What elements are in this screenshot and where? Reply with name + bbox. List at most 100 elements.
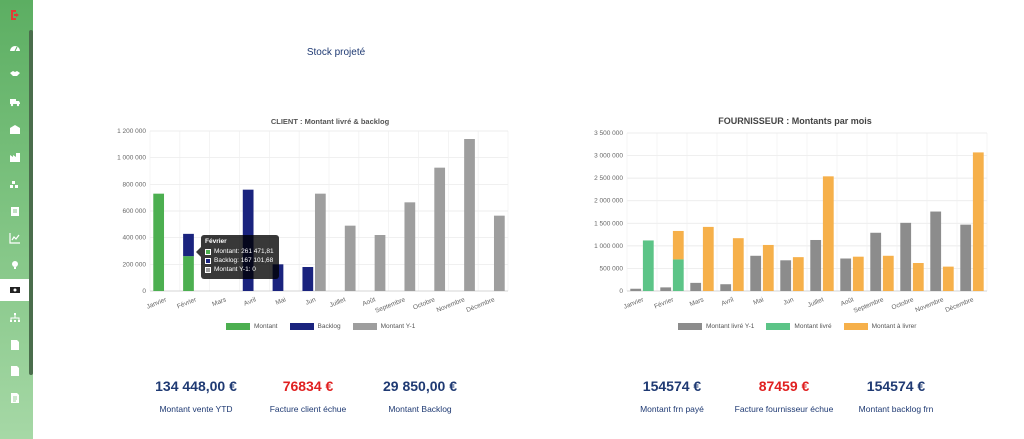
bar-montant-livr-y-1-8[interactable] <box>870 232 882 291</box>
bar-montant-livr-y-1-4[interactable] <box>750 255 762 291</box>
kpi-facture-client-value: 76834 € <box>282 378 334 394</box>
legend-swatch <box>766 323 791 330</box>
bar-montant-livrer-4[interactable] <box>762 244 774 291</box>
kpi-facture-fournisseur: 87459 € Facture fournisseur échue <box>714 378 854 414</box>
bar-montant-livr-y-1-1[interactable] <box>660 287 672 291</box>
tooltip-row-montant: Montant: 261 471,81 <box>205 247 275 256</box>
bar-backlog-1[interactable] <box>183 233 194 257</box>
legend-item-montant-y-1[interactable]: Montant Y-1 <box>352 323 416 330</box>
sidebar-item-warehouse[interactable] <box>0 118 29 140</box>
bar-montant-livrer-10[interactable] <box>942 266 954 291</box>
bar-montant-livrer-3[interactable] <box>732 238 744 291</box>
y-tick-label: 1 500 000 <box>594 220 623 227</box>
bar-montant-livr-y-1-9[interactable] <box>900 222 912 291</box>
bar-montant-livrer-9[interactable] <box>912 263 924 291</box>
legend-item-backlog[interactable]: Backlog <box>289 323 341 330</box>
x-tick-label: Mars <box>689 296 706 308</box>
sidebar-item-handshake[interactable] <box>0 63 29 85</box>
sidebar-item-file[interactable] <box>0 360 29 382</box>
x-tick-label: Février <box>176 296 198 310</box>
bar-montant-livr--1[interactable] <box>672 259 684 291</box>
kpi-frn-paye-label: Montant frn payé <box>640 404 704 414</box>
fournisseur-chart: 0 500 000 1 000 000 1 500 000 2 000 000 2 500… <box>594 130 988 315</box>
logout-icon <box>10 10 19 20</box>
y-tick-label: 3 000 000 <box>594 153 623 160</box>
legend-item-montant-livrer[interactable]: Montant à livrer <box>843 323 916 330</box>
bar-montant-livrer-11[interactable] <box>972 152 984 291</box>
x-tick-label: Février <box>653 296 675 310</box>
kpi-facture-fournisseur-value: 87459 € <box>758 378 810 394</box>
legend-swatch <box>226 323 250 330</box>
bar-montant-y-1-10[interactable] <box>464 139 475 291</box>
bar-montant-livr-y-1-11[interactable] <box>960 224 972 291</box>
sidebar-item-money[interactable] <box>0 279 29 301</box>
tooltip-montant: Montant: 261 471,81 <box>214 248 274 255</box>
kpi-frn-paye-value: 154574 € <box>642 378 702 394</box>
sidebar-item-clipboard[interactable] <box>0 200 29 222</box>
sidebar-scrollbar[interactable] <box>29 30 33 375</box>
bar-montant-y-1-11[interactable] <box>493 215 505 291</box>
bar-montant-livrer-1[interactable] <box>672 230 684 260</box>
stock-projete-link[interactable]: Stock projeté <box>306 47 366 58</box>
bar-montant-livrer-8[interactable] <box>882 255 894 291</box>
kpi-backlog-label: Montant Backlog <box>388 404 452 414</box>
legend-item-montant-livr-[interactable]: Montant livré <box>766 323 832 330</box>
sidebar-item-truck[interactable] <box>0 91 29 113</box>
sidebar-item-factory[interactable] <box>0 146 29 168</box>
sidebar-item-file-text[interactable] <box>0 387 29 409</box>
bar-montant-livr-y-1-5[interactable] <box>780 260 792 291</box>
bar-montant-livrer-2[interactable] <box>702 226 714 291</box>
x-tick-label: Août <box>361 296 376 308</box>
cubes-icon <box>9 181 18 188</box>
bar-montant-y-1-7[interactable] <box>374 235 386 291</box>
bar-backlog-5[interactable] <box>302 267 314 291</box>
bar-montant-livr--0[interactable] <box>642 240 654 291</box>
sidebar-item-line-chart[interactable] <box>0 227 29 249</box>
sidebar-item-dashboard[interactable] <box>0 37 29 59</box>
tooltip-row-montant-y1: Montant Y-1: 0 <box>205 265 275 274</box>
x-tick-label: Octobre <box>412 296 436 311</box>
kpi-backlog-frn-label: Montant backlog frn <box>858 404 934 414</box>
bar-montant-1[interactable] <box>183 256 194 291</box>
x-tick-label: Septembre <box>374 296 406 315</box>
tooltip-montant-y1: Montant Y-1: 0 <box>214 266 256 273</box>
legend-item-montant[interactable]: Montant <box>226 323 278 330</box>
legend-label: Backlog <box>317 323 341 330</box>
bar-montant-livr-y-1-7[interactable] <box>840 258 852 291</box>
sidebar <box>0 0 33 439</box>
bar-montant-livr-y-1-10[interactable] <box>930 211 942 291</box>
bar-montant-y-1-8[interactable] <box>404 202 416 291</box>
factory-icon <box>9 153 20 162</box>
y-tick-label: 0 <box>619 288 623 295</box>
bar-montant-y-1-6[interactable] <box>344 225 356 291</box>
tooltip-row-backlog: Backlog: 167 101,68 <box>205 256 275 265</box>
legend-item-montant-livr-y-1[interactable]: Montant livré Y-1 <box>678 323 754 330</box>
fournisseur-chart-legend: Montant livré Y-1 Montant livré Montant à … <box>678 323 916 330</box>
bar-montant-livr-y-1-0[interactable] <box>630 288 642 291</box>
bar-montant-livr-y-1-6[interactable] <box>810 239 822 291</box>
bar-montant-livrer-7[interactable] <box>852 256 864 291</box>
sidebar-item-cubes[interactable] <box>0 174 29 196</box>
kpi-vente-ytd-value: 134 448,00 € <box>155 378 237 394</box>
bar-montant-livrer-5[interactable] <box>792 257 804 291</box>
file-text-icon <box>10 393 19 403</box>
bar-montant-livr-y-1-2[interactable] <box>690 282 702 291</box>
legend-label: Montant Y-1 <box>380 323 416 330</box>
sidebar-item-lightbulb[interactable] <box>0 254 29 276</box>
sidebar-item-logout[interactable] <box>0 4 29 26</box>
legend-swatch <box>352 323 377 330</box>
handshake-icon <box>9 71 20 76</box>
sidebar-item-document[interactable] <box>0 334 29 356</box>
bar-montant-livr-y-1-3[interactable] <box>720 284 732 291</box>
tooltip-backlog: Backlog: 167 101,68 <box>214 257 274 264</box>
bar-montant-y-1-9[interactable] <box>434 167 446 291</box>
x-tick-label: Décembre <box>944 296 975 314</box>
bar-montant-livrer-6[interactable] <box>822 176 834 291</box>
bar-montant-0[interactable] <box>153 193 165 291</box>
bar-montant-y-1-5[interactable] <box>314 193 326 291</box>
x-tick-label: Novembre <box>914 296 945 314</box>
sidebar-item-sitemap[interactable] <box>0 307 29 329</box>
x-tick-label: Juillet <box>807 296 825 309</box>
y-tick-label: 1 000 000 <box>594 243 623 250</box>
kpi-vente-ytd: 134 448,00 € Montant vente YTD <box>126 378 266 414</box>
